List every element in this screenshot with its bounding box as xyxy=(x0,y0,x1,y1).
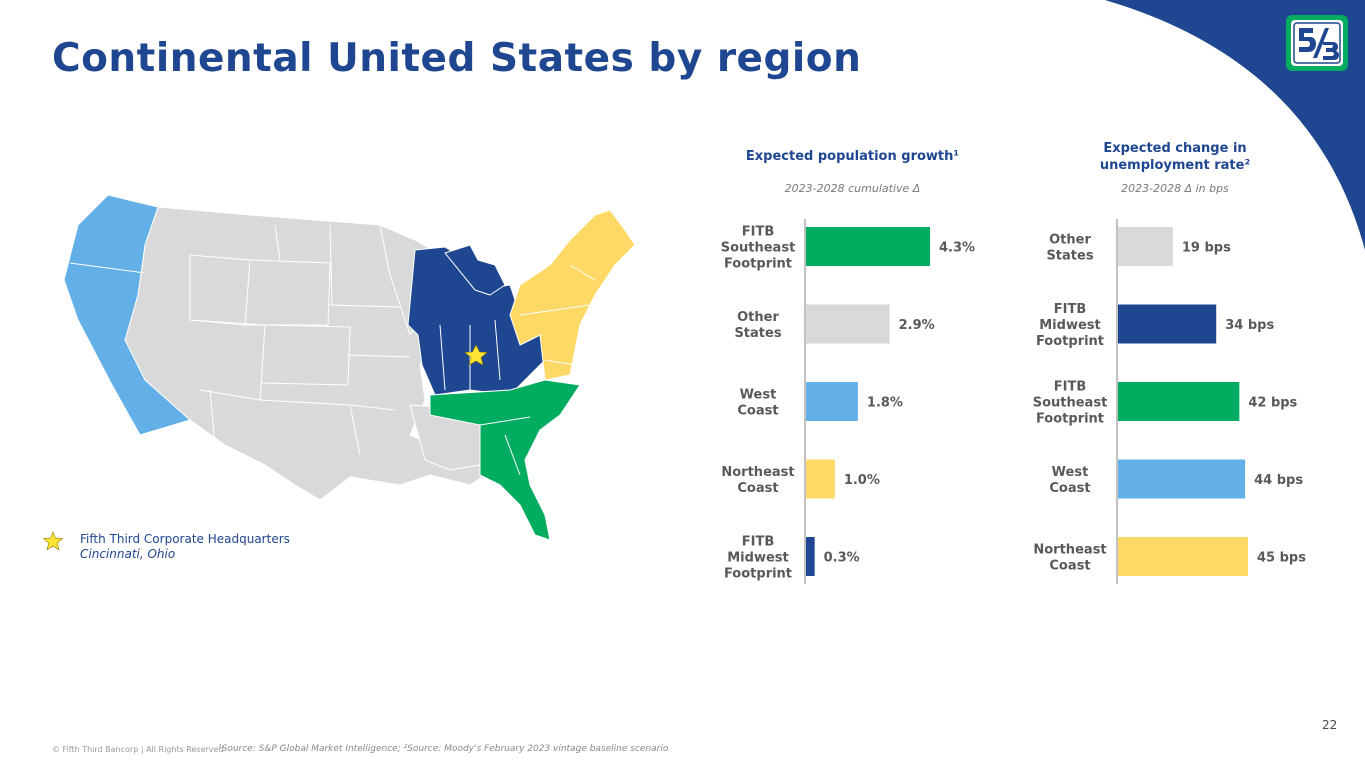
pop-category-label-4: FITB Midwest Footprint xyxy=(724,535,792,582)
unemp-bar-3 xyxy=(1118,459,1246,499)
unemp-bar-0 xyxy=(1118,227,1173,266)
source-footnote: ¹Source: S&P Global Market Intelligence;… xyxy=(218,744,669,754)
map-west-coast xyxy=(63,194,191,436)
fifth-third-logo xyxy=(1286,15,1348,71)
copyright-text: © Fifth Third Bancorp | All Rights Reser… xyxy=(52,745,224,754)
unemp-value-label-0: 19 bps xyxy=(1182,241,1231,256)
population-chart-title: Expected population growth¹ xyxy=(745,149,960,164)
unemp-category-label-2: FITB Southeast Footprint xyxy=(1033,380,1108,427)
pop-bar-4 xyxy=(806,537,815,576)
unemp-bar-1 xyxy=(1118,304,1217,344)
pop-value-label-4: 0.3% xyxy=(824,551,860,566)
unemp-category-label-1: FITB Midwest Footprint xyxy=(1036,302,1104,349)
pop-category-label-3: Northeast Coast xyxy=(721,465,794,496)
page-title: Continental United States by region xyxy=(52,36,862,81)
pop-category-label-2: West Coast xyxy=(737,388,778,419)
page-number: 22 xyxy=(1322,718,1338,732)
unemp-value-label-4: 45 bps xyxy=(1257,551,1306,566)
unemp-value-label-2: 42 bps xyxy=(1248,396,1297,411)
star-icon xyxy=(42,531,64,551)
unemp-category-label-3: West Coast xyxy=(1049,465,1090,496)
unemployment-chart-title-line-2: unemployment rate² xyxy=(1099,158,1251,173)
unemp-bar-2 xyxy=(1118,382,1240,421)
unemployment-chart-title-line-1: Expected change in xyxy=(1103,141,1247,156)
pop-bar-0 xyxy=(806,227,930,266)
pop-category-label-1: Other States xyxy=(734,310,781,341)
unemp-value-label-1: 34 bps xyxy=(1225,318,1274,333)
pop-value-label-1: 2.9% xyxy=(899,318,935,333)
map-northeast xyxy=(509,209,636,381)
unemployment-chart-subtitle: 2023-2028 Δ in bps xyxy=(1121,182,1229,195)
hq-star-icon xyxy=(464,344,488,366)
map-michigan xyxy=(444,244,506,296)
population-chart-subtitle: 2023-2028 cumulative Δ xyxy=(784,182,921,195)
pop-value-label-0: 4.3% xyxy=(939,241,975,256)
unemp-category-label-4: Northeast Coast xyxy=(1033,543,1106,574)
unemp-bar-4 xyxy=(1118,537,1248,576)
us-regions-map xyxy=(63,194,636,541)
unemp-value-label-3: 44 bps xyxy=(1254,473,1303,488)
pop-bar-3 xyxy=(806,459,835,499)
pop-value-label-2: 1.8% xyxy=(867,396,903,411)
hq-legend-city: Cincinnati, Ohio xyxy=(80,547,176,561)
unemployment-chart-title: Expected change in unemployment rate² xyxy=(1030,140,1320,174)
pop-value-label-3: 1.0% xyxy=(844,473,880,488)
pop-bar-2 xyxy=(806,382,858,421)
unemp-category-label-0: Other States xyxy=(1046,233,1093,264)
pop-bar-1 xyxy=(806,304,890,344)
pop-category-label-0: FITB Southeast Footprint xyxy=(721,225,796,272)
hq-legend-label: Fifth Third Corporate Headquarters xyxy=(80,532,290,546)
map-southeast xyxy=(429,379,581,541)
